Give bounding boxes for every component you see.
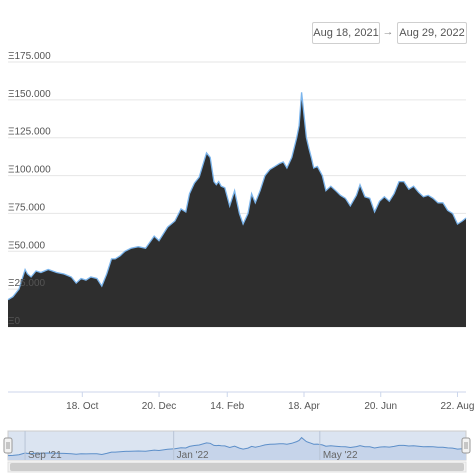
navigator-left-handle[interactable]	[3, 437, 13, 454]
arrow-right-icon: →	[382, 26, 394, 38]
date-range-to-input[interactable]: Aug 29, 2022	[397, 22, 467, 44]
price-area	[8, 92, 466, 327]
navigator: Sep '21 Jan '22 May '22	[3, 430, 471, 473]
price-line	[7, 92, 467, 301]
y-tick-label: Ξ25.000	[8, 278, 46, 289]
plot-area	[7, 92, 467, 327]
x-tick-label: 20. Jun	[364, 401, 397, 412]
navigator-tick-label: Jan '22	[177, 450, 209, 461]
y-tick-label: Ξ125.000	[8, 127, 51, 138]
navigator-right-handle[interactable]	[461, 437, 471, 454]
y-tick-label: Ξ50.000	[8, 240, 46, 251]
x-tick-label: 22. Aug	[441, 401, 474, 412]
y-tick-label: Ξ75.000	[8, 202, 46, 213]
y-tick-label: Ξ0	[8, 316, 20, 327]
y-axis: Ξ175.000 Ξ150.000 Ξ125.000 Ξ100.000 Ξ75.000 Ξ…	[8, 51, 51, 327]
x-tick-label: 14. Feb	[210, 401, 244, 412]
navigator-tick-label: Sep '21	[28, 450, 62, 461]
x-tick-label: 20. Dec	[142, 401, 176, 412]
navigator-area	[8, 437, 466, 460]
y-tick-label: Ξ175.000	[8, 51, 51, 62]
x-tick-label: 18. Apr	[288, 401, 320, 412]
y-tick-label: Ξ100.000	[8, 165, 51, 176]
navigator-scrollbar-thumb[interactable]	[10, 463, 464, 471]
x-tick-label: 18. Oct	[66, 401, 98, 412]
date-range-from-input[interactable]: Aug 18, 2021	[312, 22, 380, 44]
y-tick-label: Ξ150.000	[8, 89, 51, 100]
navigator-tick-label: May '22	[323, 450, 358, 461]
navigator-line	[7, 436, 467, 457]
x-axis: 18. Oct 20. Dec 14. Feb 18. Apr 20. Jun 22. A…	[8, 391, 474, 412]
